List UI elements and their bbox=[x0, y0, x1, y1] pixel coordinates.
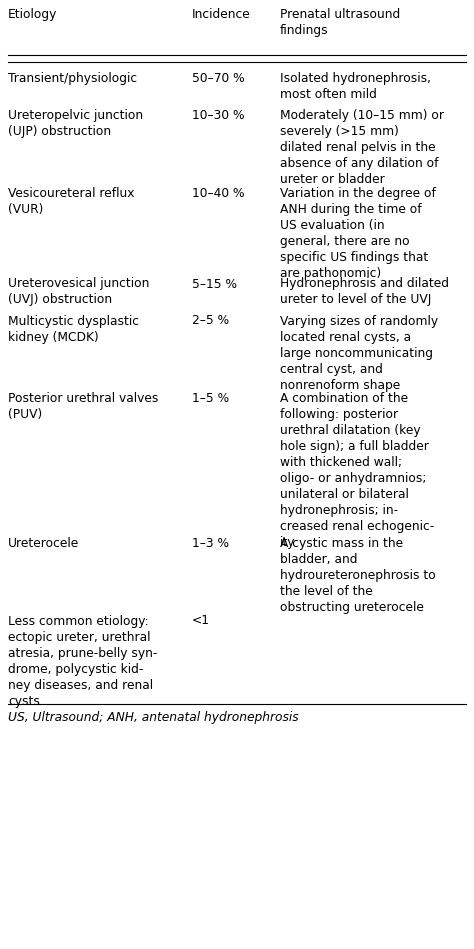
Text: Varying sizes of randomly
located renal cysts, a
large noncommunicating
central : Varying sizes of randomly located renal … bbox=[280, 314, 438, 392]
Text: 1–5 %: 1–5 % bbox=[192, 392, 229, 405]
Text: Variation in the degree of
ANH during the time of
US evaluation (in
general, the: Variation in the degree of ANH during th… bbox=[280, 187, 436, 280]
Text: Moderately (10–15 mm) or
severely (>15 mm)
dilated renal pelvis in the
absence o: Moderately (10–15 mm) or severely (>15 m… bbox=[280, 109, 444, 186]
Text: 2–5 %: 2–5 % bbox=[192, 314, 229, 327]
Text: Vesicoureteral reflux
(VUR): Vesicoureteral reflux (VUR) bbox=[8, 187, 135, 215]
Text: Posterior urethral valves
(PUV): Posterior urethral valves (PUV) bbox=[8, 392, 158, 421]
Text: Isolated hydronephrosis,
most often mild: Isolated hydronephrosis, most often mild bbox=[280, 72, 431, 101]
Text: 10–30 %: 10–30 % bbox=[192, 109, 245, 122]
Text: 1–3 %: 1–3 % bbox=[192, 537, 229, 550]
Text: A cystic mass in the
bladder, and
hydroureteronephrosis to
the level of the
obst: A cystic mass in the bladder, and hydrou… bbox=[280, 537, 436, 614]
Text: 10–40 %: 10–40 % bbox=[192, 187, 245, 199]
Text: Etiology: Etiology bbox=[8, 8, 57, 21]
Text: Less common etiology:
ectopic ureter, urethral
atresia, prune-belly syn-
drome, : Less common etiology: ectopic ureter, ur… bbox=[8, 615, 157, 708]
Text: Prenatal ultrasound
findings: Prenatal ultrasound findings bbox=[280, 8, 400, 37]
Text: A combination of the
following: posterior
urethral dilatation (key
hole sign); a: A combination of the following: posterio… bbox=[280, 392, 434, 549]
Text: 5–15 %: 5–15 % bbox=[192, 277, 237, 290]
Text: US, Ultrasound; ANH, antenatal hydronephrosis: US, Ultrasound; ANH, antenatal hydroneph… bbox=[8, 712, 299, 724]
Text: 50–70 %: 50–70 % bbox=[192, 72, 245, 85]
Text: Ureterovesical junction
(UVJ) obstruction: Ureterovesical junction (UVJ) obstructio… bbox=[8, 277, 149, 307]
Text: Ureterocele: Ureterocele bbox=[8, 537, 79, 550]
Text: <1: <1 bbox=[192, 615, 210, 627]
Text: Multicystic dysplastic
kidney (MCDK): Multicystic dysplastic kidney (MCDK) bbox=[8, 314, 139, 344]
Text: Incidence: Incidence bbox=[192, 8, 251, 21]
Text: Hydronephrosis and dilated
ureter to level of the UVJ: Hydronephrosis and dilated ureter to lev… bbox=[280, 277, 449, 307]
Text: Transient/physiologic: Transient/physiologic bbox=[8, 72, 137, 85]
Text: Ureteropelvic junction
(UJP) obstruction: Ureteropelvic junction (UJP) obstruction bbox=[8, 109, 143, 138]
